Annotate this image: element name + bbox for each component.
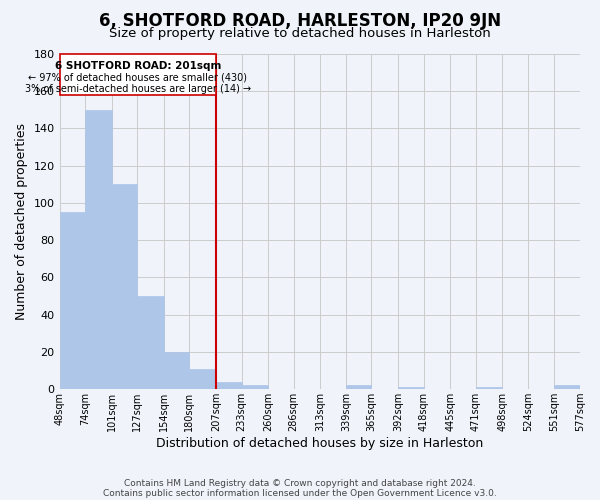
Bar: [216, 382, 242, 389]
X-axis label: Distribution of detached houses by size in Harleston: Distribution of detached houses by size …: [156, 437, 484, 450]
Bar: [190, 368, 216, 389]
Text: 6 SHOTFORD ROAD: 201sqm: 6 SHOTFORD ROAD: 201sqm: [55, 60, 221, 70]
Text: ← 97% of detached houses are smaller (430): ← 97% of detached houses are smaller (43…: [28, 72, 247, 83]
Bar: [242, 386, 268, 389]
Bar: [137, 296, 164, 389]
Bar: [398, 388, 424, 389]
FancyBboxPatch shape: [59, 54, 216, 95]
Bar: [346, 386, 371, 389]
Text: Contains HM Land Registry data © Crown copyright and database right 2024.: Contains HM Land Registry data © Crown c…: [124, 478, 476, 488]
Bar: [59, 212, 85, 389]
Text: 3% of semi-detached houses are larger (14) →: 3% of semi-detached houses are larger (1…: [25, 84, 251, 94]
Text: Contains public sector information licensed under the Open Government Licence v3: Contains public sector information licen…: [103, 488, 497, 498]
Bar: [554, 386, 580, 389]
Y-axis label: Number of detached properties: Number of detached properties: [15, 123, 28, 320]
Text: 6, SHOTFORD ROAD, HARLESTON, IP20 9JN: 6, SHOTFORD ROAD, HARLESTON, IP20 9JN: [99, 12, 501, 30]
Bar: [164, 352, 190, 389]
Bar: [85, 110, 112, 389]
Bar: [476, 388, 502, 389]
Text: Size of property relative to detached houses in Harleston: Size of property relative to detached ho…: [109, 28, 491, 40]
Bar: [112, 184, 137, 389]
